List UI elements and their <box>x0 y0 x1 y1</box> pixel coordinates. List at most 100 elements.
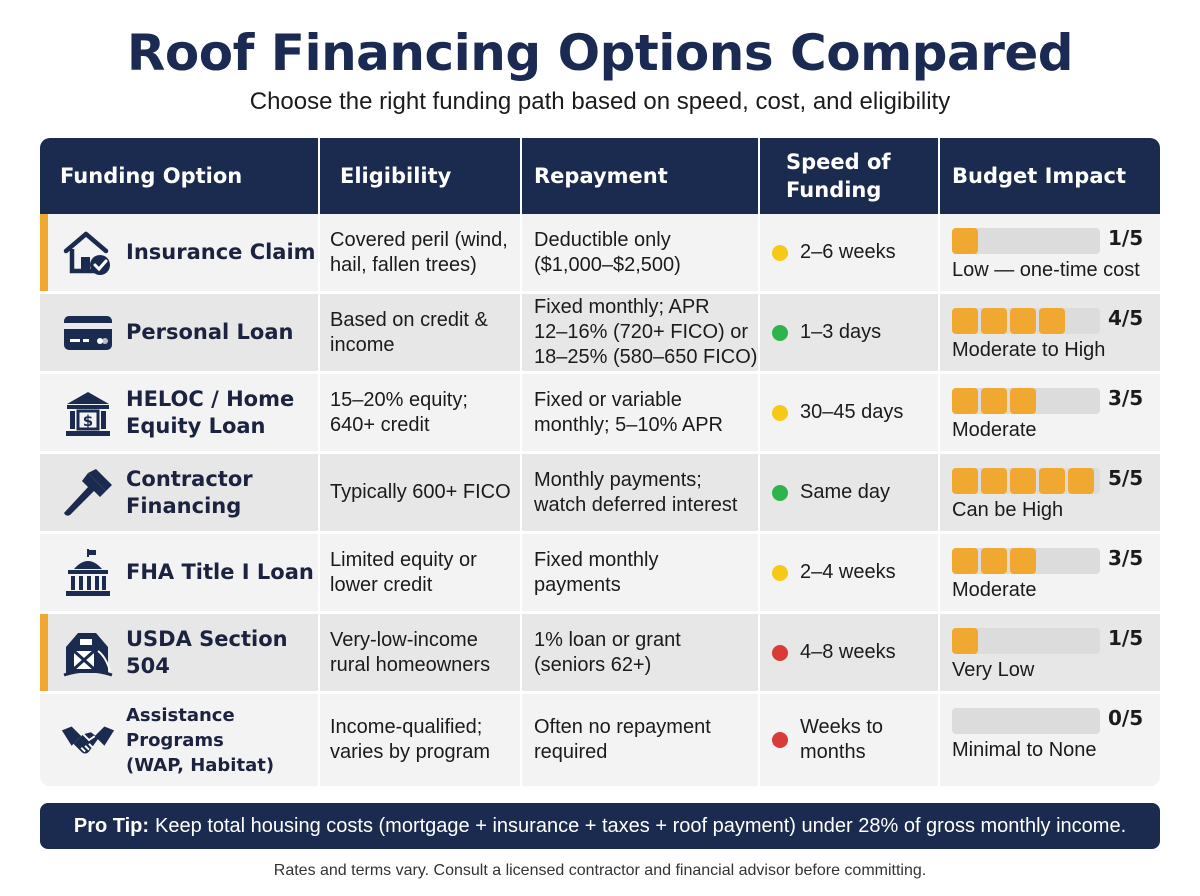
speed-line-1: 4–8 weeks <box>800 641 896 663</box>
pro-tip-banner: Pro Tip: Keep total housing costs (mortg… <box>40 803 1160 849</box>
eligibility-cell: Very-low-income rural homeowners <box>330 614 520 691</box>
speed-status-dot <box>772 324 788 341</box>
option-name-line-1: Contractor <box>126 466 253 491</box>
eligibility-line-2: rural homeowners <box>330 653 491 676</box>
repayment-line-3: 18–25% (580–650 FICO) <box>534 346 758 368</box>
hammer-icon <box>60 454 116 531</box>
eligibility-line-1: Based on credit & <box>330 308 488 331</box>
budget-bar <box>952 708 1100 734</box>
repayment-line-1: Deductible only <box>534 228 671 251</box>
table-row: Insurance Claim Covered peril (wind, hail… <box>40 214 1160 291</box>
repayment-cell: 1% loan or grant (seniors 62+) <box>534 614 764 691</box>
option-name-line-2: (WAP, Habitat) <box>126 754 275 776</box>
repayment-cell: Monthly payments; watch deferred interest <box>534 454 764 531</box>
option-name-line-1: HELOC / Home <box>126 386 295 411</box>
pro-tip-text: Keep total housing costs (mortgage + ins… <box>155 814 1127 837</box>
repayment-line-1: Often no repayment <box>534 716 711 738</box>
budget-bar-segment <box>1039 468 1065 494</box>
table-row: $ HELOC / Home Equity Loan 15–20% equity;… <box>40 374 1160 451</box>
funding-option-name: FHA Title I Loan <box>126 534 326 611</box>
budget-label: Minimal to None <box>952 739 1097 761</box>
budget-bar <box>952 468 1100 494</box>
budget-impact-cell: 0/5 Minimal to None <box>952 694 1152 786</box>
speed-cell: 30–45 days <box>772 374 932 451</box>
repayment-cell: Fixed monthly; APR 12–16% (720+ FICO) or 1… <box>534 294 764 371</box>
budget-bar-segment <box>981 388 1007 414</box>
speed-line-1: 2–6 weeks <box>800 241 896 263</box>
budget-bar-segment <box>952 228 978 254</box>
eligibility-cell: 15–20% equity; 640+ credit <box>330 374 520 451</box>
header-speed-line-1: Speed of <box>786 150 891 174</box>
option-name-line-1: Insurance Claim <box>126 240 316 264</box>
budget-score: 1/5 <box>1108 226 1144 250</box>
eligibility-line-2: lower credit <box>330 573 433 596</box>
comparison-table: Funding Option Eligibility Repayment Spe… <box>40 138 1160 786</box>
handshake-icon <box>60 694 116 786</box>
speed-cell: 2–4 weeks <box>772 534 932 611</box>
repayment-cell: Fixed or variable monthly; 5–10% APR <box>534 374 764 451</box>
budget-impact-cell: 1/5 Low — one-time cost <box>952 214 1152 291</box>
budget-bar <box>952 308 1100 334</box>
budget-bar <box>952 548 1100 574</box>
funding-option-name: Personal Loan <box>126 294 326 371</box>
house-check-icon <box>60 214 116 291</box>
barn-icon <box>60 614 116 691</box>
budget-bar-segment <box>981 308 1007 334</box>
speed-status-dot <box>772 484 788 501</box>
budget-impact-cell: 3/5 Moderate <box>952 534 1152 611</box>
repayment-line-2: watch deferred interest <box>534 493 738 516</box>
eligibility-line-1: Limited equity or <box>330 548 477 571</box>
option-name-line-1: Personal Loan <box>126 320 294 344</box>
option-name-line-1: Assistance Programs <box>126 704 235 751</box>
budget-bar-segment <box>952 308 978 334</box>
budget-score: 3/5 <box>1108 546 1144 570</box>
svg-text:$: $ <box>83 412 93 430</box>
budget-label: Moderate <box>952 579 1037 601</box>
eligibility-line-1: Income-qualified; <box>330 716 483 738</box>
option-name-line-1: FHA Title I Loan <box>126 560 314 584</box>
budget-label: Low — one-time cost <box>952 259 1140 281</box>
speed-line-1: 2–4 weeks <box>800 561 896 583</box>
speed-status-dot <box>772 644 788 661</box>
row-divider <box>40 691 1160 694</box>
header-repayment: Repayment <box>534 164 668 188</box>
repayment-cell: Fixed monthly payments <box>534 534 764 611</box>
speed-status-dot <box>772 564 788 581</box>
speed-line-2: months <box>800 741 866 763</box>
page-title: Roof Financing Options Compared <box>126 24 1074 82</box>
speed-status-dot <box>772 244 788 261</box>
budget-bar-segment <box>952 468 978 494</box>
table-header: Funding Option Eligibility Repayment Spe… <box>40 138 1160 214</box>
repayment-cell: Deductible only ($1,000–$2,500) <box>534 214 764 291</box>
table-row: Personal Loan Based on credit & income Fi… <box>40 294 1160 371</box>
credit-card-icon <box>60 294 116 371</box>
budget-bar-segment <box>1010 548 1036 574</box>
table-row: Contractor Financing Typically 600+ FICO … <box>40 454 1160 531</box>
funding-option-name: Contractor Financing <box>126 454 326 531</box>
speed-cell: Same day <box>772 454 932 531</box>
footer-disclaimer: Rates and terms vary. Consult a licensed… <box>273 862 927 879</box>
speed-status-dot <box>772 732 788 748</box>
eligibility-line-2: income <box>330 333 395 356</box>
speed-line-1: 1–3 days <box>800 321 882 343</box>
repayment-line-2: payments <box>534 573 621 596</box>
speed-line-1: Same day <box>800 481 891 503</box>
header-funding-option: Funding Option <box>60 164 243 188</box>
budget-impact-cell: 1/5 Very Low <box>952 614 1152 691</box>
budget-bar <box>952 388 1100 414</box>
eligibility-line-2: 640+ credit <box>330 413 430 436</box>
budget-score: 4/5 <box>1108 306 1144 330</box>
budget-score: 5/5 <box>1108 466 1144 490</box>
table-row: Assistance Programs (WAP, Habitat) Income… <box>40 694 1160 786</box>
budget-bar-segment <box>952 388 978 414</box>
eligibility-cell: Covered peril (wind, hail, fallen trees) <box>330 214 520 291</box>
budget-bar-segment <box>981 468 1007 494</box>
speed-cell: 2–6 weeks <box>772 214 932 291</box>
row-divider <box>40 451 1160 454</box>
repayment-cell: Often no repayment required <box>534 694 764 786</box>
budget-bar <box>952 228 1100 254</box>
row-divider <box>40 291 1160 294</box>
budget-impact-cell: 3/5 Moderate <box>952 374 1152 451</box>
repayment-line-1: 1% loan or grant <box>534 628 681 651</box>
budget-bar-segment <box>952 548 978 574</box>
